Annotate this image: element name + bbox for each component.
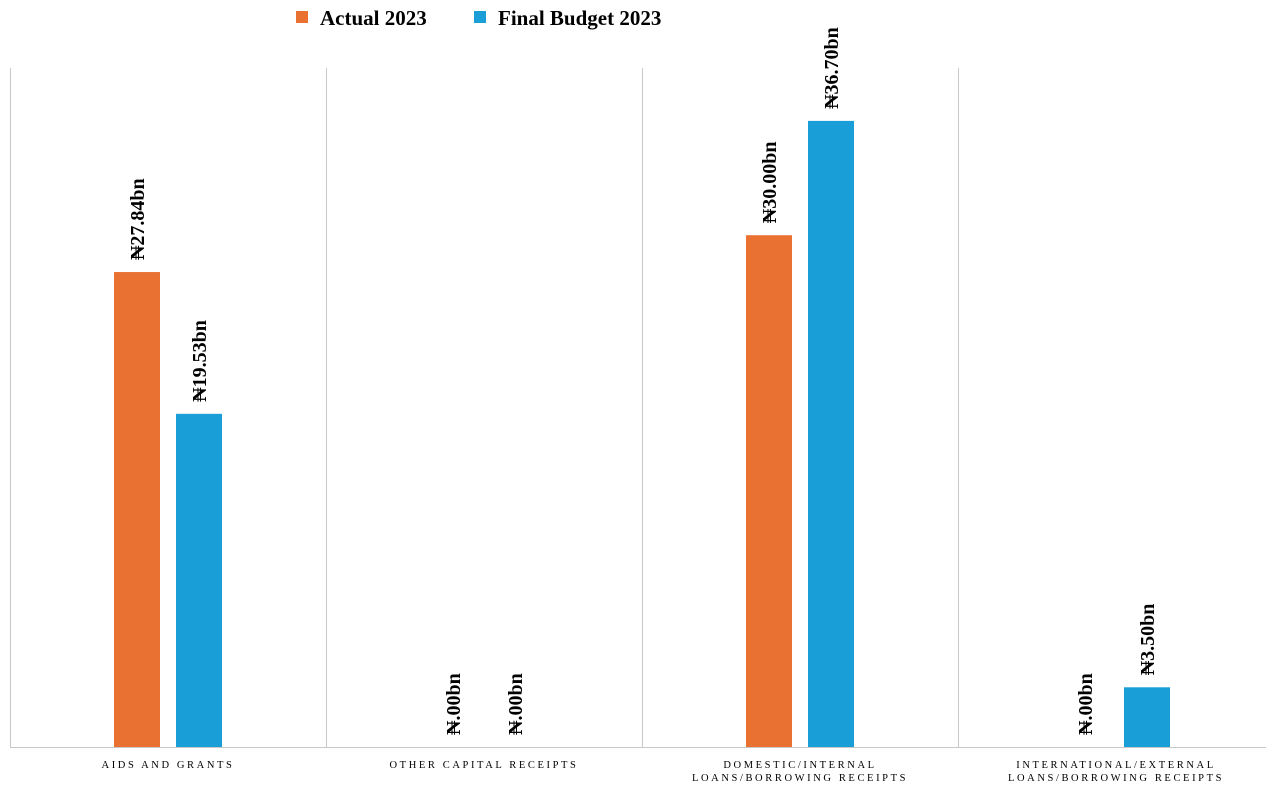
category-separators [10, 68, 959, 747]
bar-1-1 [114, 272, 160, 747]
data-label-2-2: ₦.00bn [505, 673, 527, 735]
data-labels: ₦27.84bn ₦.00bn ₦30.00bn ₦.00bn ₦19.53bn ₦.00… [127, 27, 1159, 735]
category-labels: AIDS AND GRANTS OTHER CAPITAL RECEIPTS DOM… [102, 760, 1224, 784]
legend: Actual 2023 Final Budget 2023 [296, 6, 661, 30]
bar-1-3 [746, 235, 792, 747]
data-label-1-2: ₦.00bn [443, 673, 465, 735]
data-label-1-1: ₦27.84bn [127, 178, 149, 260]
legend-label-1: Actual 2023 [320, 6, 427, 30]
data-label-1-4: ₦.00bn [1075, 673, 1097, 735]
legend-swatch-2 [474, 11, 486, 23]
category-label-3: DOMESTIC/INTERNAL LOANS/BORROWING RECEIPT… [692, 760, 908, 784]
bar-2-1 [176, 413, 222, 747]
bars [114, 120, 1170, 747]
category-label-4: INTERNATIONAL/EXTERNAL LOANS/BORROWING RE… [1008, 760, 1224, 784]
legend-swatch-1 [296, 11, 308, 23]
data-label-1-3: ₦30.00bn [759, 141, 781, 223]
bar-2-4 [1124, 687, 1170, 747]
legend-label-2: Final Budget 2023 [498, 6, 661, 30]
category-label-2: OTHER CAPITAL RECEIPTS [390, 760, 579, 771]
data-label-2-3: ₦36.70bn [821, 27, 843, 109]
category-label-1: AIDS AND GRANTS [102, 760, 235, 771]
bar-2-3 [808, 120, 854, 747]
data-label-2-1: ₦19.53bn [189, 320, 211, 402]
data-label-2-4: ₦3.50bn [1137, 604, 1159, 676]
